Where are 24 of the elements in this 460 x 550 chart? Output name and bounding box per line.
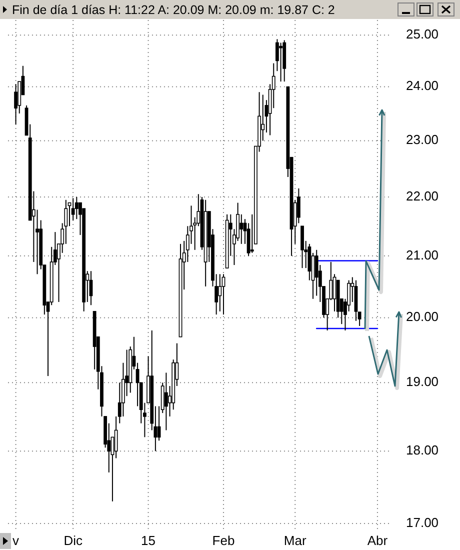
y-tick-label: 21.00 xyxy=(406,247,439,262)
candlestick xyxy=(240,214,244,244)
y-tick-label: 17.00 xyxy=(406,514,439,530)
y-tick-label: 23.00 xyxy=(406,132,439,148)
x-tick-label: Mar xyxy=(284,533,307,548)
candlestick xyxy=(14,84,18,125)
y-tick-label: 20.00 xyxy=(406,309,439,324)
candlestick xyxy=(222,274,226,316)
candlestick xyxy=(164,372,168,431)
candlestick xyxy=(74,196,78,220)
x-tick-label: Dic xyxy=(64,533,83,548)
candlestick xyxy=(279,42,282,82)
x-tick-label: v xyxy=(12,533,20,548)
y-tick-label: 18.00 xyxy=(406,442,439,458)
y-tick-label: 24.00 xyxy=(406,78,439,94)
y-tick-label: 25.00 xyxy=(406,26,439,42)
chart-title: Fin de día 1 días H: 11:22 A: 20.09 M: 20.09 m: 19.87 C: 2 xyxy=(12,3,335,17)
x-tick-label: Abr xyxy=(367,533,388,548)
candlestick xyxy=(300,226,304,269)
x-tick-label: Feb xyxy=(212,533,235,548)
y-tick-label: 22.00 xyxy=(406,188,439,204)
candlestick xyxy=(218,274,222,312)
x-tick-label: 15 xyxy=(141,533,156,548)
y-tick-label: 19.00 xyxy=(406,374,439,390)
